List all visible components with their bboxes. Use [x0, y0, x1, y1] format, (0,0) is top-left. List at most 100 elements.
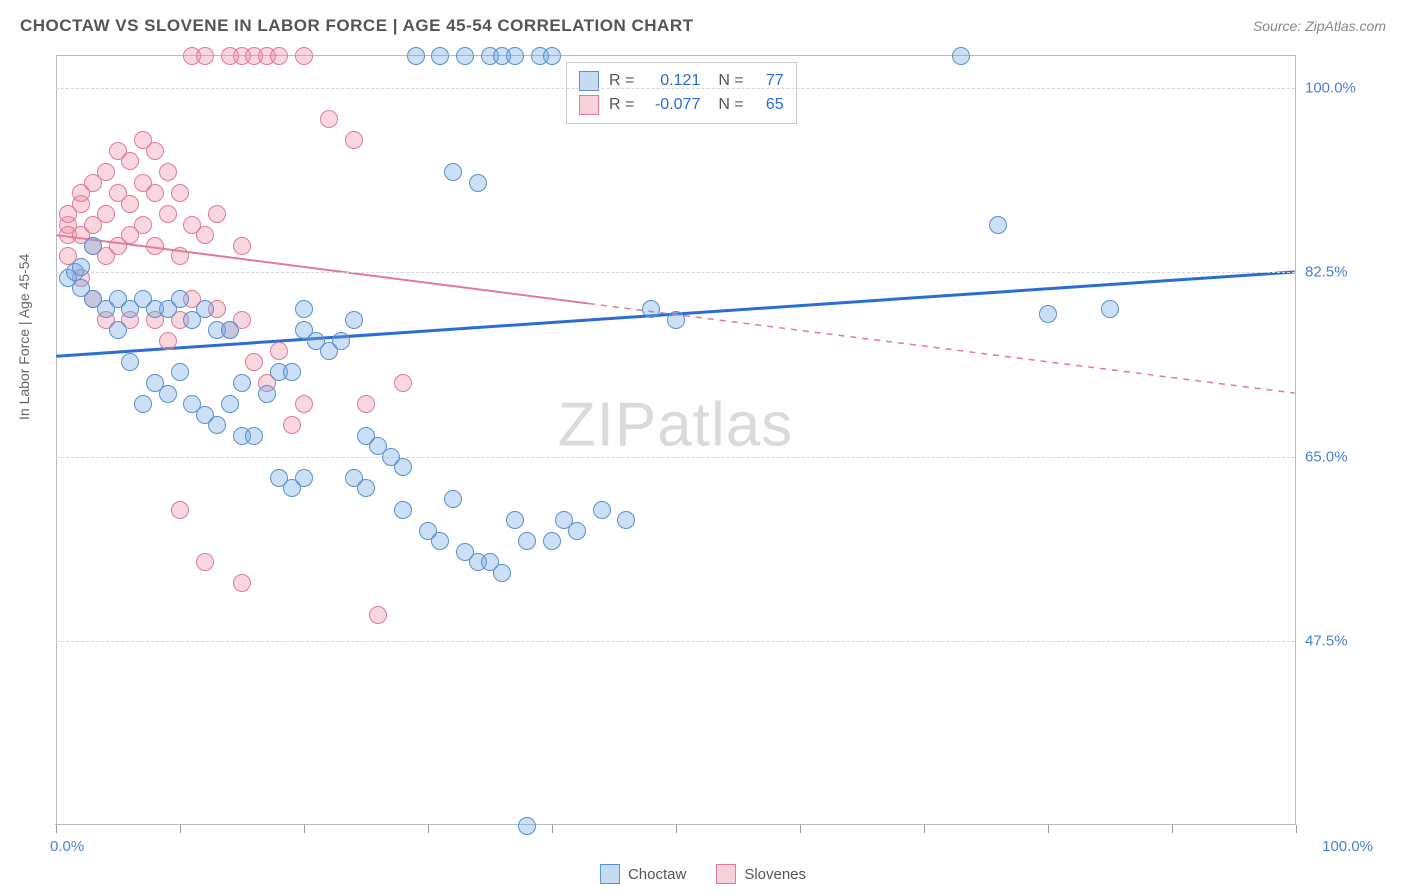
data-point-slovenes [295, 395, 313, 413]
data-point-choctaw [221, 321, 239, 339]
y-tick-label: 47.5% [1305, 633, 1375, 650]
source-label: Source: ZipAtlas.com [1253, 18, 1386, 34]
legend-label-slovenes: Slovenes [744, 866, 806, 883]
data-point-choctaw [332, 332, 350, 350]
scatter-chart: ZIPatlas R = 0.121 N = 77 R = -0.077 N =… [56, 55, 1296, 825]
data-point-slovenes [171, 184, 189, 202]
legend-row-slovenes: R = -0.077 N = 65 [579, 93, 784, 117]
x-tick [552, 825, 553, 833]
x-tick [180, 825, 181, 833]
r-label: R = [609, 96, 634, 114]
data-point-choctaw [283, 363, 301, 381]
data-point-choctaw [642, 300, 660, 318]
data-point-slovenes [171, 501, 189, 519]
data-point-slovenes [196, 553, 214, 571]
data-point-slovenes [233, 237, 251, 255]
x-tick [304, 825, 305, 833]
y-axis-label: In Labor Force | Age 45-54 [16, 254, 32, 420]
data-point-choctaw [518, 532, 536, 550]
data-point-slovenes [134, 216, 152, 234]
n-value-slovenes: 65 [754, 96, 784, 114]
data-point-slovenes [171, 247, 189, 265]
data-point-choctaw [394, 501, 412, 519]
data-point-slovenes [146, 237, 164, 255]
chart-title: CHOCTAW VS SLOVENE IN LABOR FORCE | AGE … [20, 16, 693, 36]
gridline-h [56, 272, 1295, 273]
data-point-choctaw [456, 47, 474, 65]
x-tick [676, 825, 677, 833]
data-point-slovenes [146, 142, 164, 160]
data-point-choctaw [159, 385, 177, 403]
data-point-choctaw [568, 522, 586, 540]
x-tick [56, 825, 57, 833]
data-point-choctaw [109, 321, 127, 339]
data-point-choctaw [469, 174, 487, 192]
data-point-choctaw [506, 511, 524, 529]
data-point-slovenes [295, 47, 313, 65]
data-point-choctaw [196, 300, 214, 318]
data-point-choctaw [518, 817, 536, 835]
data-point-choctaw [295, 300, 313, 318]
data-point-choctaw [258, 385, 276, 403]
watermark: ZIPatlas [558, 390, 793, 461]
data-point-choctaw [171, 363, 189, 381]
legend-item-choctaw: Choctaw [600, 864, 686, 884]
data-point-choctaw [245, 427, 263, 445]
x-axis-line [55, 824, 1295, 825]
data-point-choctaw [506, 47, 524, 65]
x-tick [924, 825, 925, 833]
data-point-choctaw [444, 490, 462, 508]
swatch-choctaw [600, 864, 620, 884]
data-point-slovenes [196, 47, 214, 65]
data-point-choctaw [431, 47, 449, 65]
data-point-slovenes [146, 184, 164, 202]
data-point-choctaw [617, 511, 635, 529]
data-point-slovenes [208, 205, 226, 223]
data-point-slovenes [394, 374, 412, 392]
data-point-choctaw [233, 374, 251, 392]
data-point-slovenes [159, 332, 177, 350]
data-point-slovenes [97, 163, 115, 181]
data-point-slovenes [233, 574, 251, 592]
data-point-choctaw [345, 311, 363, 329]
data-point-slovenes [159, 163, 177, 181]
data-point-slovenes [345, 131, 363, 149]
gridline-h [56, 641, 1295, 642]
data-point-slovenes [270, 47, 288, 65]
data-point-choctaw [394, 458, 412, 476]
data-point-slovenes [270, 342, 288, 360]
x-tick [1172, 825, 1173, 833]
data-point-choctaw [72, 258, 90, 276]
legend-row-choctaw: R = 0.121 N = 77 [579, 69, 784, 93]
n-label: N = [718, 96, 743, 114]
series-legend: Choctaw Slovenes [600, 864, 806, 884]
data-point-choctaw [1039, 305, 1057, 323]
gridline-h [56, 457, 1295, 458]
data-point-choctaw [543, 532, 561, 550]
data-point-choctaw [121, 353, 139, 371]
data-point-choctaw [593, 501, 611, 519]
correlation-legend: R = 0.121 N = 77 R = -0.077 N = 65 [566, 62, 797, 124]
x-tick [800, 825, 801, 833]
data-point-choctaw [667, 311, 685, 329]
data-point-slovenes [283, 416, 301, 434]
x-tick-label-max: 100.0% [1322, 838, 1373, 855]
data-point-slovenes [369, 606, 387, 624]
data-point-choctaw [134, 395, 152, 413]
data-point-slovenes [97, 205, 115, 223]
data-point-slovenes [159, 205, 177, 223]
data-point-slovenes [320, 110, 338, 128]
swatch-slovenes [579, 95, 599, 115]
r-value-slovenes: -0.077 [644, 96, 700, 114]
data-point-slovenes [121, 152, 139, 170]
data-point-choctaw [431, 532, 449, 550]
gridline-h [56, 88, 1295, 89]
data-point-choctaw [1101, 300, 1119, 318]
y-tick-label: 82.5% [1305, 264, 1375, 281]
data-point-choctaw [357, 479, 375, 497]
data-point-slovenes [245, 353, 263, 371]
x-tick-label-min: 0.0% [50, 838, 84, 855]
data-point-choctaw [171, 290, 189, 308]
swatch-slovenes [716, 864, 736, 884]
data-point-choctaw [208, 416, 226, 434]
